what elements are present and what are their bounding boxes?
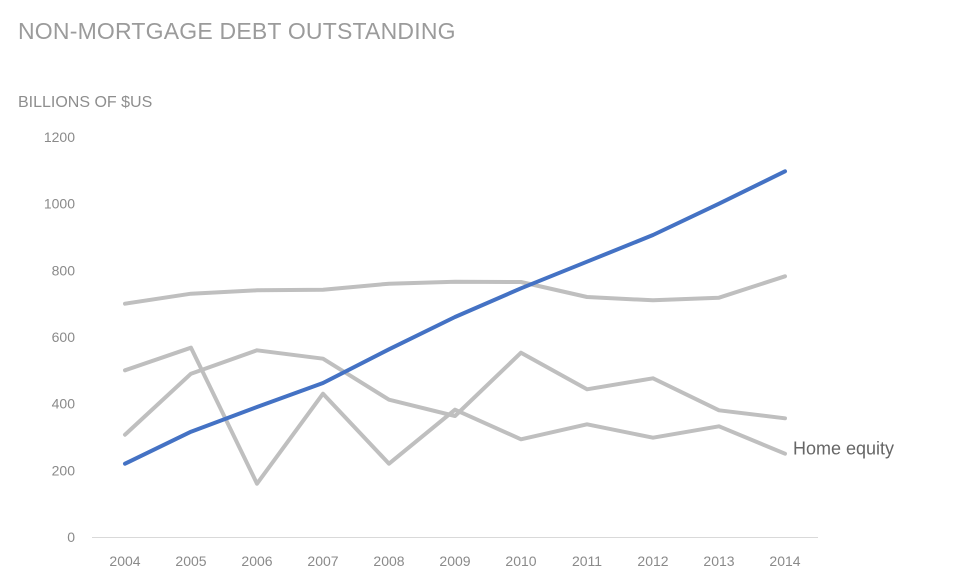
y-axis-label: BILLIONS OF $US [18, 94, 153, 111]
x-tick-label: 2011 [572, 553, 602, 569]
x-tick-label: 2010 [505, 553, 536, 569]
x-tick-label: 2014 [769, 553, 800, 569]
x-tick-label: 2006 [241, 553, 272, 569]
y-tick-label: 0 [67, 529, 75, 545]
series-lines [123, 169, 787, 486]
x-tick-label: 2009 [439, 553, 470, 569]
y-tick-label: 200 [52, 462, 76, 478]
chart-title: NON-MORTGAGE DEBT OUTSTANDING [18, 18, 456, 44]
y-tick-label: 1200 [44, 129, 75, 145]
series-line-3 [123, 348, 787, 437]
y-tick-label: 1000 [44, 196, 75, 212]
x-tick-label: 2005 [175, 553, 206, 569]
y-axis-ticks: 0 200 400 600 800 1000 1200 [44, 129, 75, 545]
series-line-1 [123, 274, 787, 306]
x-tick-label: 2004 [109, 553, 140, 569]
y-tick-label: 400 [52, 396, 76, 412]
series-line-4 [123, 169, 787, 466]
x-tick-label: 2013 [703, 553, 734, 569]
series-label-home-equity: Home equity [793, 439, 894, 459]
series-line-2 [123, 345, 787, 486]
y-tick-label: 800 [52, 262, 76, 278]
x-axis-ticks: 2004 2005 2006 2007 2008 2009 2010 2011 2012 2013… [109, 553, 800, 569]
x-tick-label: 2012 [637, 553, 668, 569]
x-tick-label: 2008 [373, 553, 404, 569]
x-tick-label: 2007 [307, 553, 338, 569]
y-tick-label: 600 [52, 329, 76, 345]
